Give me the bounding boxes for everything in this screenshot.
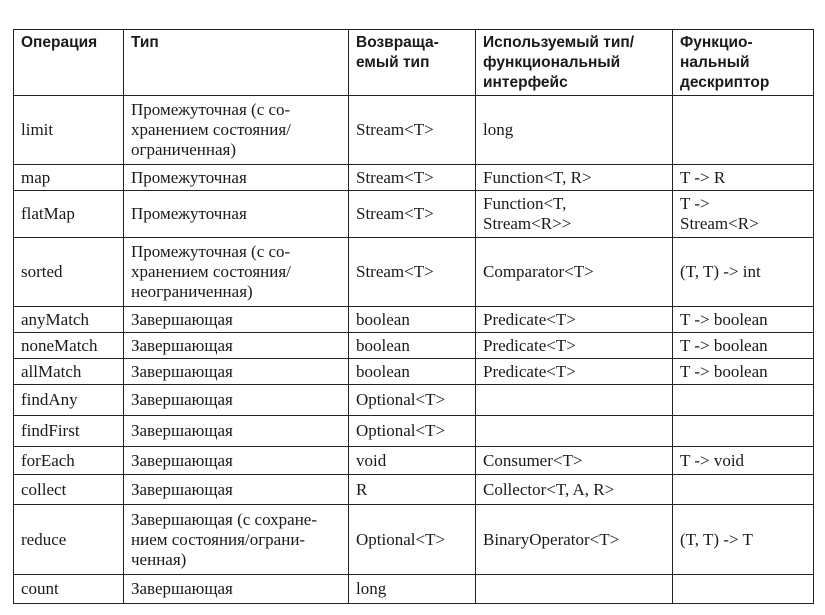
cell-type: Завершающая bbox=[123, 332, 349, 359]
cell-descriptor bbox=[672, 384, 814, 416]
cell-operation: forEach bbox=[13, 446, 124, 475]
cell-interface: Function<T, Stream<R>> bbox=[475, 190, 673, 238]
cell-type: Промежуточная (с со- хранением состояния… bbox=[123, 95, 349, 165]
header-functional-interface: Используемый тип/ функциональный интерфе… bbox=[475, 29, 673, 96]
table-row: limit Промежуточная (с со- хранением сос… bbox=[13, 95, 814, 165]
table-row: allMatch Завершающая boolean Predicate<T… bbox=[13, 358, 814, 385]
cell-interface: Collector<T, A, R> bbox=[475, 474, 673, 505]
cell-operation: allMatch bbox=[13, 358, 124, 385]
header-type: Тип bbox=[123, 29, 349, 96]
cell-interface: BinaryOperator<T> bbox=[475, 504, 673, 575]
header-operation: Операция bbox=[13, 29, 124, 96]
cell-return-type: Optional<T> bbox=[348, 415, 476, 447]
cell-return-type: Stream<T> bbox=[348, 190, 476, 238]
cell-operation: map bbox=[13, 164, 124, 191]
cell-return-type: boolean bbox=[348, 332, 476, 359]
table-row: forEach Завершающая void Consumer<T> T -… bbox=[13, 446, 814, 475]
table-row: collect Завершающая R Collector<T, A, R> bbox=[13, 474, 814, 505]
cell-type: Завершающая (с сохране- нием состояния/о… bbox=[123, 504, 349, 575]
cell-type: Завершающая bbox=[123, 306, 349, 333]
cell-operation: noneMatch bbox=[13, 332, 124, 359]
cell-return-type: Optional<T> bbox=[348, 384, 476, 416]
table-row: flatMap Промежуточная Stream<T> Function… bbox=[13, 190, 814, 238]
header-return-type: Возвраща- емый тип bbox=[348, 29, 476, 96]
cell-interface bbox=[475, 574, 673, 604]
cell-operation: count bbox=[13, 574, 124, 604]
cell-type: Завершающая bbox=[123, 415, 349, 447]
cell-interface: Predicate<T> bbox=[475, 332, 673, 359]
table-row: anyMatch Завершающая boolean Predicate<T… bbox=[13, 306, 814, 333]
cell-return-type: boolean bbox=[348, 358, 476, 385]
table-row: map Промежуточная Stream<T> Function<T, … bbox=[13, 164, 814, 191]
cell-interface: long bbox=[475, 95, 673, 165]
cell-return-type: long bbox=[348, 574, 476, 604]
cell-interface: Predicate<T> bbox=[475, 306, 673, 333]
cell-interface bbox=[475, 415, 673, 447]
cell-return-type: Stream<T> bbox=[348, 164, 476, 191]
cell-operation: anyMatch bbox=[13, 306, 124, 333]
cell-type: Завершающая bbox=[123, 384, 349, 416]
cell-type: Завершающая bbox=[123, 474, 349, 505]
stream-operations-table: Операция Тип Возвраща- емый тип Использу… bbox=[13, 29, 814, 604]
cell-descriptor: T -> R bbox=[672, 164, 814, 191]
table-row: sorted Промежуточная (с со- хранением со… bbox=[13, 237, 814, 307]
cell-return-type: R bbox=[348, 474, 476, 505]
cell-return-type: boolean bbox=[348, 306, 476, 333]
cell-interface: Consumer<T> bbox=[475, 446, 673, 475]
cell-interface: Predicate<T> bbox=[475, 358, 673, 385]
cell-type: Завершающая bbox=[123, 574, 349, 604]
table-row: noneMatch Завершающая boolean Predicate<… bbox=[13, 332, 814, 359]
cell-return-type: Optional<T> bbox=[348, 504, 476, 575]
header-row: Операция Тип Возвраща- емый тип Использу… bbox=[13, 29, 814, 96]
cell-descriptor: T -> boolean bbox=[672, 332, 814, 359]
cell-type: Промежуточная (с со- хранением состояния… bbox=[123, 237, 349, 307]
cell-operation: limit bbox=[13, 95, 124, 165]
cell-descriptor bbox=[672, 574, 814, 604]
cell-descriptor: T -> boolean bbox=[672, 358, 814, 385]
cell-operation: reduce bbox=[13, 504, 124, 575]
table-row: reduce Завершающая (с сохране- нием сост… bbox=[13, 504, 814, 575]
cell-interface bbox=[475, 384, 673, 416]
cell-descriptor bbox=[672, 95, 814, 165]
cell-operation: collect bbox=[13, 474, 124, 505]
cell-descriptor: (T, T) -> int bbox=[672, 237, 814, 307]
cell-descriptor bbox=[672, 474, 814, 505]
table-row: findAny Завершающая Optional<T> bbox=[13, 384, 814, 416]
cell-operation: findAny bbox=[13, 384, 124, 416]
cell-operation: findFirst bbox=[13, 415, 124, 447]
cell-interface: Function<T, R> bbox=[475, 164, 673, 191]
cell-descriptor: (T, T) -> T bbox=[672, 504, 814, 575]
cell-return-type: void bbox=[348, 446, 476, 475]
table-row: count Завершающая long bbox=[13, 574, 814, 604]
cell-return-type: Stream<T> bbox=[348, 237, 476, 307]
cell-type: Промежуточная bbox=[123, 190, 349, 238]
cell-descriptor: T -> boolean bbox=[672, 306, 814, 333]
cell-return-type: Stream<T> bbox=[348, 95, 476, 165]
cell-descriptor bbox=[672, 415, 814, 447]
table-row: findFirst Завершающая Optional<T> bbox=[13, 415, 814, 447]
cell-operation: sorted bbox=[13, 237, 124, 307]
cell-descriptor: T -> Stream<R> bbox=[672, 190, 814, 238]
cell-type: Завершающая bbox=[123, 358, 349, 385]
cell-type: Промежуточная bbox=[123, 164, 349, 191]
cell-descriptor: T -> void bbox=[672, 446, 814, 475]
cell-interface: Comparator<T> bbox=[475, 237, 673, 307]
header-functional-descriptor: Функцио- нальный дескриптор bbox=[672, 29, 814, 96]
cell-operation: flatMap bbox=[13, 190, 124, 238]
cell-type: Завершающая bbox=[123, 446, 349, 475]
